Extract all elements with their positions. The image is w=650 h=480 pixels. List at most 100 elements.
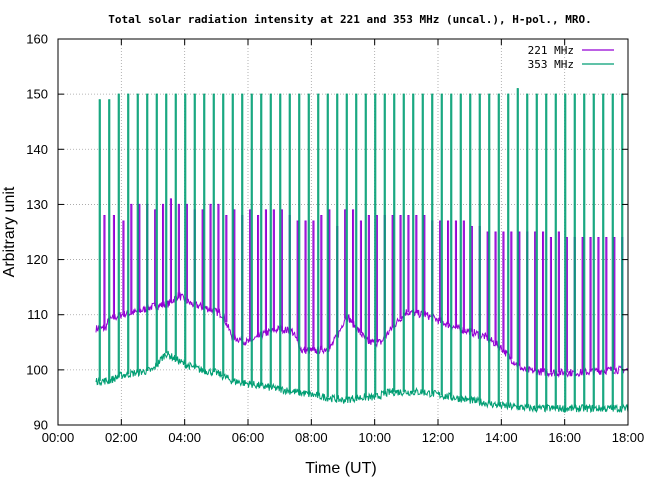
series-layer <box>95 88 629 414</box>
spike-mark <box>621 93 624 409</box>
spike-mark <box>296 220 299 341</box>
spike-mark <box>260 93 263 386</box>
spike-mark <box>307 93 310 395</box>
y-tick-label: 140 <box>26 142 48 157</box>
spike-mark <box>421 93 424 392</box>
spike-mark <box>450 93 453 397</box>
spike-mark <box>440 93 443 396</box>
spike-mark <box>326 93 329 398</box>
spike-mark <box>328 209 331 349</box>
spike-mark <box>201 209 204 307</box>
spike-mark <box>518 231 521 366</box>
spike-mark <box>272 209 275 331</box>
spike-mark <box>407 215 410 313</box>
y-tick-label: 90 <box>34 418 48 433</box>
spike-mark <box>122 220 125 315</box>
spike-mark <box>136 93 139 373</box>
spike-mark <box>250 93 253 385</box>
spike-mark <box>359 220 362 334</box>
x-tick-label: 16:00 <box>548 430 581 445</box>
spike-mark <box>557 231 560 373</box>
legend-label: 221 MHz <box>528 44 574 57</box>
spike-mark <box>108 99 111 381</box>
spike-mark <box>611 93 614 409</box>
axis-ticks: 00:00 02:00 04:00 06:00 08:00 10:00 12:00 14:00… <box>26 32 644 446</box>
spike-mark <box>344 209 347 319</box>
spike-mark <box>269 93 272 388</box>
spike-mark <box>383 93 386 395</box>
spike-mark <box>597 237 600 372</box>
spike-mark <box>241 93 244 383</box>
spike-mark <box>391 215 394 328</box>
spike-mark <box>399 215 402 319</box>
spike-mark <box>469 93 472 401</box>
spike-mark <box>510 231 513 359</box>
spike-mark <box>545 93 548 409</box>
y-axis-label: Arbitrary unit <box>1 186 18 277</box>
spike-mark <box>564 93 567 409</box>
spike-mark <box>402 93 405 392</box>
spike-mark <box>165 93 168 354</box>
spike-mark <box>516 88 519 408</box>
spike-mark <box>98 99 101 381</box>
spike-mark <box>470 226 473 332</box>
spike-mark <box>209 203 212 310</box>
spike-mark <box>185 203 188 301</box>
spike-mark <box>447 220 450 325</box>
y-tick-label: 100 <box>26 362 48 377</box>
x-tick-label: 00:00 <box>42 430 75 445</box>
x-tick-label: 12:00 <box>422 430 455 445</box>
spike-mark <box>583 93 586 409</box>
spike-mark <box>431 93 434 394</box>
spike-mark <box>534 231 537 372</box>
spike-mark <box>439 220 442 321</box>
spike-mark <box>393 93 396 392</box>
spike-mark <box>288 93 291 391</box>
y-tick-label: 160 <box>26 32 48 47</box>
y-tick-label: 120 <box>26 252 48 267</box>
spike-mark <box>174 93 177 359</box>
spike-mark <box>592 93 595 409</box>
spike-mark <box>374 93 377 398</box>
spike-mark <box>581 237 584 373</box>
spike-mark <box>462 220 465 330</box>
spike-mark <box>364 93 367 398</box>
spike-mark <box>423 215 426 315</box>
spike-mark <box>613 237 616 370</box>
spike-mark <box>565 237 568 373</box>
spike-mark <box>154 209 157 307</box>
spike-mark <box>103 215 106 329</box>
spike-mark <box>478 93 481 402</box>
spike-mark <box>352 209 355 323</box>
spike-mark <box>177 203 180 296</box>
spike-mark <box>320 215 323 350</box>
spike-mark <box>526 93 529 408</box>
spike-mark <box>233 209 236 338</box>
series-353-mhz <box>95 88 629 414</box>
spike-mark <box>222 93 225 376</box>
spike-mark <box>217 203 220 313</box>
spike-mark <box>507 93 510 407</box>
spike-mark <box>415 215 418 314</box>
x-tick-label: 08:00 <box>295 430 328 445</box>
chart-title: Total solar radiation intensity at 221 a… <box>108 13 591 26</box>
spike-mark <box>336 93 339 400</box>
spike-mark <box>304 220 307 351</box>
x-axis-label: Time (UT) <box>305 460 376 477</box>
plot-frame <box>57 38 629 426</box>
spike-mark <box>345 93 348 400</box>
spike-mark <box>459 93 462 399</box>
spike-mark <box>117 93 120 377</box>
spike-mark <box>312 220 315 351</box>
x-tick-label: 14:00 <box>485 430 518 445</box>
spike-mark <box>184 93 187 365</box>
spike-mark <box>203 93 206 371</box>
spike-mark <box>264 209 267 334</box>
spike-mark <box>146 93 149 371</box>
x-tick-label: 02:00 <box>105 430 138 445</box>
spike-mark <box>138 203 141 312</box>
spike-mark <box>454 220 457 328</box>
x-tick-label: 04:00 <box>168 430 201 445</box>
spike-mark <box>193 93 196 368</box>
